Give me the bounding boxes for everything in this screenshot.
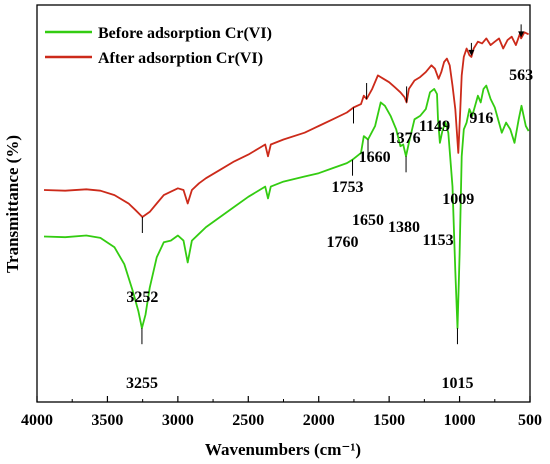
- x-axis-title: Wavenumbers (cm⁻¹): [205, 440, 361, 459]
- peak-label: 1660: [359, 149, 391, 166]
- x-tick-label: 1000: [444, 412, 476, 429]
- peak-label: 563: [509, 67, 533, 84]
- x-tick-label: 1500: [373, 412, 405, 429]
- x-tick-label: 500: [518, 412, 542, 429]
- series-line-after: [43, 31, 529, 218]
- x-axis-ticks: 4000 3500 3000 2500 2000 1500 1000 500: [21, 396, 542, 429]
- peak-label: 1376: [389, 130, 421, 147]
- peak-label: 1380: [388, 219, 420, 236]
- x-tick-label: 2000: [303, 412, 335, 429]
- peak-label: 1149: [419, 118, 450, 135]
- peak-arrow: [468, 49, 475, 56]
- legend: Before adsorption Cr(VI) After adsorptio…: [45, 25, 272, 67]
- peak-label: 1153: [422, 232, 453, 249]
- peak-label: 1753: [332, 179, 364, 196]
- legend-label-before: Before adsorption Cr(VI): [98, 25, 272, 42]
- series-lines: [43, 31, 530, 330]
- peak-label: 1760: [327, 234, 359, 251]
- peak-label: 1650: [352, 212, 384, 229]
- peak-label: 1015: [441, 375, 473, 392]
- peak-label: 3255: [126, 375, 158, 392]
- x-tick-label: 4000: [21, 412, 53, 429]
- peak-label: 916: [469, 110, 493, 127]
- x-tick-label: 2500: [232, 412, 264, 429]
- peak-label: 1009: [442, 191, 474, 208]
- y-axis-title: Transmittance (%): [3, 135, 22, 273]
- x-tick-label: 3000: [162, 412, 194, 429]
- legend-label-after: After adsorption Cr(VI): [98, 50, 263, 67]
- peak-arrow: [518, 31, 525, 38]
- peak-label: 3252: [126, 289, 158, 306]
- series-line-before: [43, 84, 530, 330]
- x-tick-label: 3500: [91, 412, 123, 429]
